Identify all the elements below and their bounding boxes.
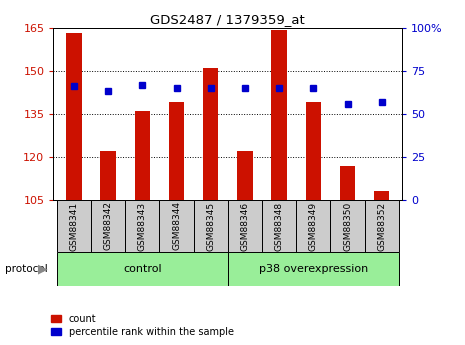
Text: p38 overexpression: p38 overexpression xyxy=(259,264,368,274)
Text: GSM88352: GSM88352 xyxy=(377,201,386,250)
Text: GSM88349: GSM88349 xyxy=(309,201,318,250)
FancyBboxPatch shape xyxy=(331,200,365,252)
Bar xyxy=(374,191,389,200)
FancyBboxPatch shape xyxy=(91,200,125,252)
FancyBboxPatch shape xyxy=(193,200,228,252)
FancyBboxPatch shape xyxy=(159,200,193,252)
Text: GSM88345: GSM88345 xyxy=(206,201,215,250)
Bar xyxy=(100,151,116,200)
Text: GSM88343: GSM88343 xyxy=(138,201,147,250)
FancyBboxPatch shape xyxy=(262,200,296,252)
Bar xyxy=(306,102,321,200)
Text: GSM88346: GSM88346 xyxy=(240,201,249,250)
Text: ▶: ▶ xyxy=(38,263,47,276)
Text: GSM88350: GSM88350 xyxy=(343,201,352,250)
FancyBboxPatch shape xyxy=(228,200,262,252)
Bar xyxy=(340,166,355,200)
Bar xyxy=(237,151,252,200)
Bar xyxy=(272,30,287,200)
FancyBboxPatch shape xyxy=(57,200,91,252)
FancyBboxPatch shape xyxy=(57,252,228,286)
Text: protocol: protocol xyxy=(5,264,47,274)
FancyBboxPatch shape xyxy=(365,200,399,252)
Text: GSM88341: GSM88341 xyxy=(69,201,79,250)
Bar xyxy=(203,68,219,200)
FancyBboxPatch shape xyxy=(296,200,331,252)
Text: GSM88348: GSM88348 xyxy=(275,201,284,250)
FancyBboxPatch shape xyxy=(125,200,159,252)
Bar xyxy=(169,102,184,200)
Bar xyxy=(135,111,150,200)
Legend: count, percentile rank within the sample: count, percentile rank within the sample xyxy=(51,314,234,337)
Text: control: control xyxy=(123,264,162,274)
Text: GSM88342: GSM88342 xyxy=(104,201,113,250)
FancyBboxPatch shape xyxy=(228,252,399,286)
Text: GSM88344: GSM88344 xyxy=(172,201,181,250)
Title: GDS2487 / 1379359_at: GDS2487 / 1379359_at xyxy=(151,13,305,27)
Bar xyxy=(66,33,82,200)
